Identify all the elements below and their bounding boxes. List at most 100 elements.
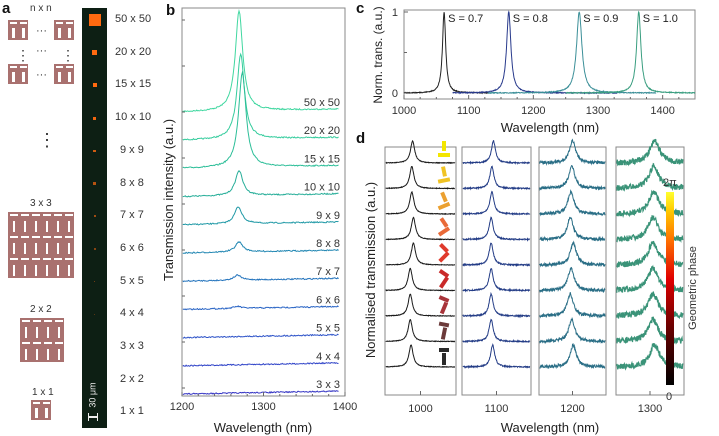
slot <box>53 214 62 216</box>
spectrum-line <box>539 138 606 166</box>
array-size-label: 10 x 10 <box>115 111 152 124</box>
panel-c-series <box>403 10 696 95</box>
series-line <box>182 241 339 254</box>
colorbar-min-label: 0 <box>666 391 672 403</box>
slot <box>32 320 41 322</box>
panel-d-ylabel: Normalised transmission (a.u.) <box>363 182 378 358</box>
slot <box>23 221 26 233</box>
panel-letter-d: d <box>356 130 366 147</box>
xtick-label: 1000 <box>392 105 416 117</box>
emission-spot <box>93 280 96 283</box>
panel-b-xlabel: Wavelength (nm) <box>214 420 313 435</box>
slot <box>45 221 48 233</box>
slot <box>56 265 59 277</box>
slot <box>68 28 71 39</box>
schematic-label-2x2: 2 x 2 <box>30 304 52 315</box>
slot <box>22 28 25 39</box>
panel-b-chart: 50 x 50 20 x 20 15 x 15 10 x 10 9 x 9 8 x 8 7 … <box>161 7 357 435</box>
series-label: S = 0.8 <box>513 13 548 25</box>
slot <box>12 265 15 277</box>
spectrum-line <box>385 318 456 343</box>
spectrum-line <box>539 316 606 344</box>
nanobar-rotation-icon <box>438 269 450 278</box>
nanobar-rotation-icon <box>439 243 449 253</box>
nanobar-rotation-icon <box>439 348 449 352</box>
xtick-label: 1400 <box>650 105 674 117</box>
nanobar-rotation-icon <box>441 166 447 177</box>
series-line <box>182 9 339 113</box>
slot <box>46 327 49 339</box>
array-size-label: 5 x 5 <box>120 274 144 287</box>
series-label: 3 x 3 <box>316 379 340 391</box>
slot <box>54 342 63 344</box>
xtick-label: 1100 <box>485 403 509 415</box>
slot <box>35 349 38 361</box>
slot <box>57 327 60 339</box>
slot <box>57 349 60 361</box>
nanobar-rotation-icon <box>442 141 446 151</box>
xtick-label: 1200 <box>521 105 545 117</box>
nanobar-rotation-icon <box>440 327 448 340</box>
slot <box>20 214 29 216</box>
schematic-label-3x3: 3 x 3 <box>30 198 52 209</box>
slot <box>64 258 73 260</box>
panel-c-xlabel: Wavelength (nm) <box>501 120 600 135</box>
slot <box>58 72 61 83</box>
panel-d-xlabel: Wavelength (nm) <box>501 420 600 435</box>
slot <box>42 402 50 404</box>
spectrum-line <box>385 216 456 241</box>
array-size-label: 7 x 7 <box>120 209 144 222</box>
slot <box>31 214 40 216</box>
ellipsis-h-2: ··· <box>36 45 47 57</box>
nanobar-rotation-icon <box>439 217 449 228</box>
array-size-label: 8 x 8 <box>120 176 144 189</box>
slot <box>32 342 41 344</box>
panel-b-series <box>182 9 339 395</box>
spectrum-line <box>539 189 606 217</box>
xtick-label: 1300 <box>251 401 275 413</box>
unit-cell-nxn-br <box>54 64 74 84</box>
slot <box>43 320 52 322</box>
emission-spot <box>88 14 101 26</box>
panel-d-chart: 1000 1100 1200 1300 2π 0 Geometric phase No… <box>363 138 699 435</box>
ytick-label: 1 <box>392 7 398 19</box>
unit-cell-2x2 <box>20 318 64 362</box>
slot <box>9 66 17 68</box>
slot <box>32 402 40 404</box>
series-line <box>565 10 696 95</box>
slot <box>54 320 63 322</box>
panel-b-xticks: 1200 1300 1400 <box>170 19 357 413</box>
spectrum-line <box>462 140 531 165</box>
slot <box>56 221 59 233</box>
scalebar <box>88 416 98 418</box>
spectrum-line <box>616 162 684 192</box>
spectrum-line <box>385 293 456 317</box>
nanobar-rotation-icon <box>438 295 450 303</box>
slot <box>31 236 40 238</box>
spectrum-line <box>462 268 531 293</box>
slot <box>19 22 27 24</box>
series-label: 10 x 10 <box>304 182 340 194</box>
series-line <box>182 390 339 395</box>
slot <box>53 258 62 260</box>
xtick-label: 1000 <box>408 403 432 415</box>
series-label: S = 0.9 <box>583 13 618 25</box>
colorbar-label: Geometric phase <box>687 246 699 330</box>
spectrum-line <box>539 216 606 243</box>
xtick-label: 1400 <box>333 401 357 413</box>
series-line <box>182 361 339 367</box>
ellipsis-v-2: ⋮ <box>61 47 75 63</box>
spectrum-line <box>539 240 606 268</box>
panel-c-series-labels: S = 0.7 S = 0.8 S = 0.9 S = 1.0 <box>448 13 678 25</box>
emission-spot <box>93 247 96 250</box>
panel-letter-b: b <box>166 2 176 19</box>
panel-d-subplots: 1000 1100 1200 1300 <box>384 138 685 415</box>
series-label: 6 x 6 <box>316 294 340 306</box>
ytick-label: 0 <box>392 88 398 100</box>
spectrum-line <box>462 343 531 369</box>
slot <box>65 22 73 24</box>
xtick-label: 1100 <box>457 105 481 117</box>
emission-spot <box>93 215 96 218</box>
scalebar-cap-right <box>97 413 98 421</box>
emission-spot <box>93 182 96 185</box>
